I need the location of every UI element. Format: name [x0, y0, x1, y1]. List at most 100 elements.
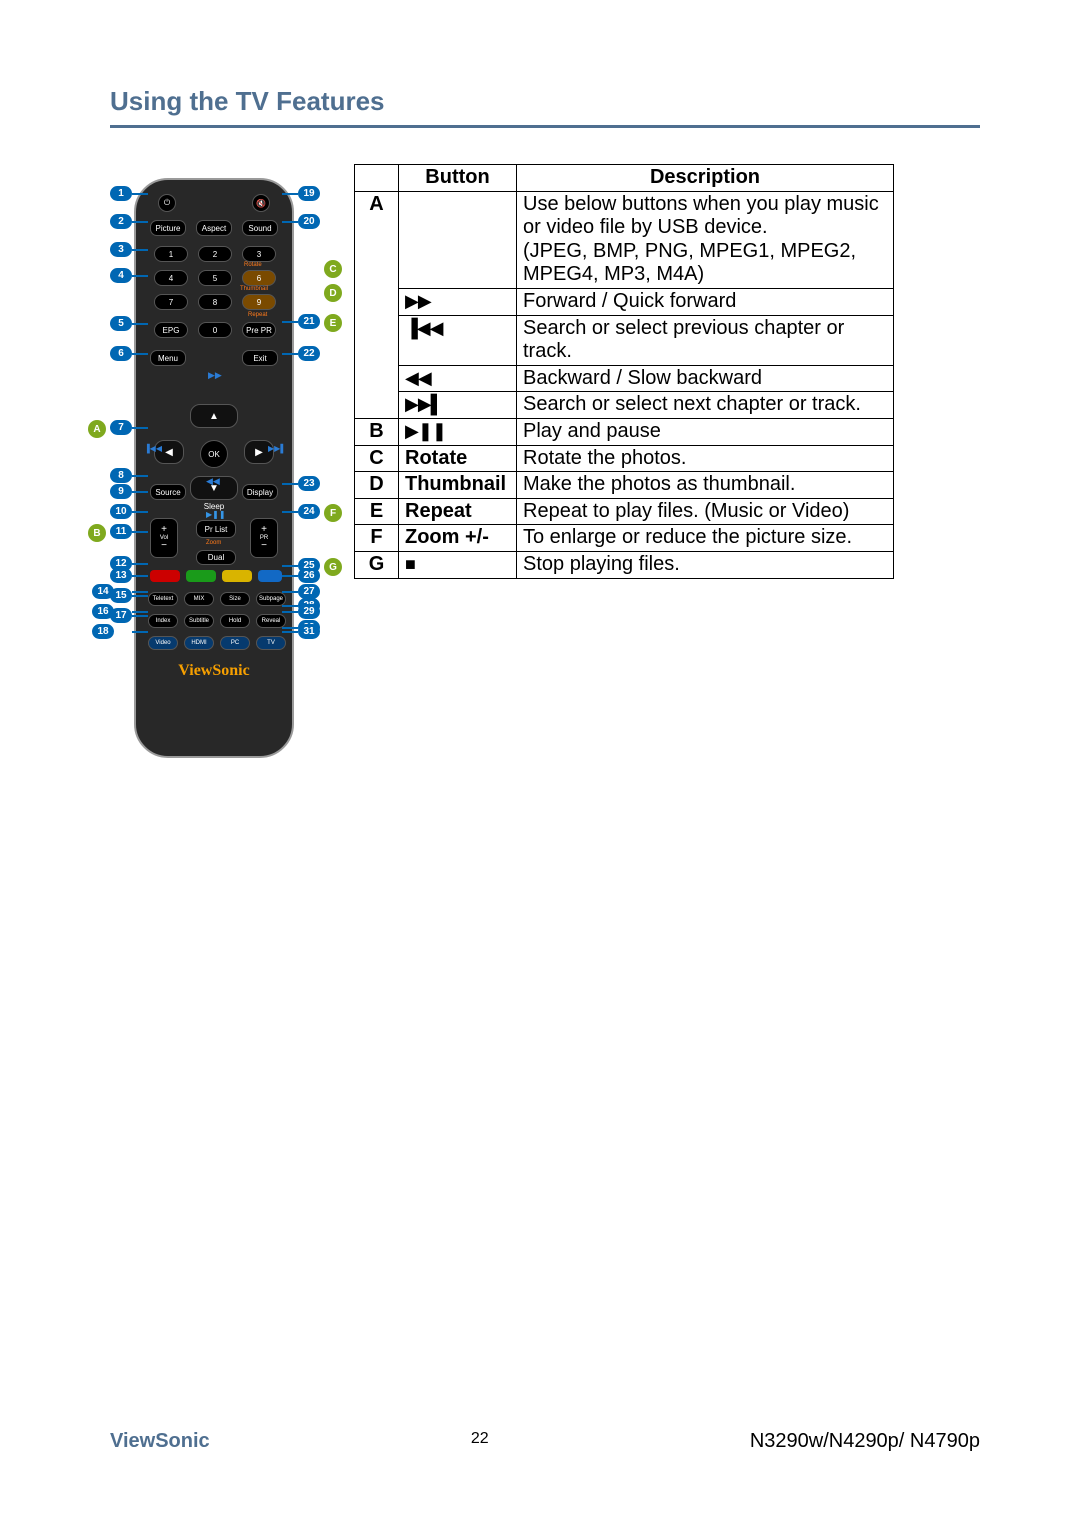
callout-4: 4 — [110, 268, 132, 283]
mute-icon: 🔇 — [252, 194, 270, 212]
rw-small-icon: ◀◀ — [206, 476, 220, 487]
index-button: Index — [148, 614, 178, 628]
source-button: Source — [150, 484, 186, 500]
table-row: DThumbnailMake the photos as thumbnail. — [355, 472, 894, 499]
footer-page: 22 — [471, 1430, 489, 1453]
callout-31: 31 — [298, 624, 320, 639]
hold-button: Hold — [220, 614, 250, 628]
page-footer: ViewSonic 22 N3290w/N4290p/ N4790p — [110, 1430, 980, 1453]
display-button: Display — [242, 484, 278, 500]
table-row: ▐◀◀Search or select previous chapter or … — [355, 315, 894, 365]
callout-lead — [282, 193, 298, 195]
table-body: A Use below buttons when you play music … — [355, 191, 894, 578]
callout-lead — [132, 193, 148, 195]
col-desc-header: Description — [517, 165, 894, 192]
key-6: 6 — [242, 270, 276, 286]
callout-lead — [132, 323, 148, 325]
aspect-button: Aspect — [196, 220, 232, 236]
callout-lead — [282, 605, 298, 607]
callout-letter-D: D — [324, 284, 342, 302]
sound-button: Sound — [242, 220, 278, 236]
callout-lead — [132, 353, 148, 355]
callout-lead — [132, 475, 148, 477]
red-key — [150, 570, 180, 582]
callout-3: 3 — [110, 242, 132, 257]
callout-lead — [282, 575, 298, 577]
ff-small-icon: ▶▶ — [208, 370, 222, 381]
callout-17: 17 — [110, 608, 132, 623]
key-0: 0 — [198, 322, 232, 338]
key-1: 1 — [154, 246, 188, 262]
callout-lead — [282, 627, 298, 629]
table-row: ▶▶▌Search or select next chapter or trac… — [355, 392, 894, 419]
yellow-key — [222, 570, 252, 582]
callout-24: 24 — [298, 504, 320, 519]
exit-button: Exit — [242, 350, 278, 366]
callout-9: 9 — [110, 484, 132, 499]
table-row: FZoom +/-To enlarge or reduce the pictur… — [355, 525, 894, 552]
rotate-label: Rotate — [244, 262, 262, 268]
callout-lead — [282, 483, 298, 485]
callout-lead — [282, 353, 298, 355]
blue-key — [258, 570, 282, 582]
picture-button: Picture — [150, 220, 186, 236]
callout-lead — [132, 631, 148, 633]
epg-button: EPG — [154, 322, 188, 338]
playpause-small-icon: ▶❚❚ — [206, 510, 226, 519]
footer-brand: ViewSonic — [110, 1430, 210, 1453]
callout-19: 19 — [298, 186, 320, 201]
callout-lead — [132, 427, 148, 429]
prepr-button: Pre PR — [242, 322, 276, 338]
subpage-button: Subpage — [256, 592, 286, 606]
table-row: A Use below buttons when you play music … — [355, 191, 894, 288]
callout-8: 8 — [110, 468, 132, 483]
mix-button: MIX — [184, 592, 214, 606]
page-heading: Using the TV Features — [110, 86, 980, 117]
video-button: Video — [148, 636, 178, 650]
callout-27: 27 — [298, 584, 320, 599]
pr-rocker: +PR− — [250, 518, 278, 558]
thumbnail-label: Thumbnail — [240, 286, 268, 292]
menu-button: Menu — [150, 350, 186, 366]
callout-letter-F: F — [324, 504, 342, 522]
table-row: ▶▶Forward / Quick forward — [355, 288, 894, 315]
col-id-header — [355, 165, 399, 192]
callout-23: 23 — [298, 476, 320, 491]
callout-2: 2 — [110, 214, 132, 229]
callout-lead — [282, 631, 298, 633]
callout-lead — [282, 565, 298, 567]
callout-18: 18 — [92, 624, 114, 639]
callout-7: 7 — [110, 420, 132, 435]
callout-lead — [132, 615, 148, 617]
callout-letter-A: A — [88, 420, 106, 438]
remote-figure: ⏻ 🔇 Picture Aspect Sound 1 2 3 4 5 6 Rot… — [110, 164, 320, 772]
callout-15: 15 — [110, 588, 132, 603]
callout-13: 13 — [110, 568, 132, 583]
page: Using the TV Features ⏻ 🔇 Picture Aspect… — [0, 0, 1080, 772]
two-column-layout: ⏻ 🔇 Picture Aspect Sound 1 2 3 4 5 6 Rot… — [110, 164, 980, 772]
callout-lead — [282, 511, 298, 513]
prev-small-icon: ▐◀◀ — [144, 444, 162, 453]
callout-lead — [132, 221, 148, 223]
key-2: 2 — [198, 246, 232, 262]
callout-lead — [132, 575, 148, 577]
callout-lead — [282, 321, 298, 323]
next-small-icon: ▶▶▌ — [268, 444, 286, 453]
callout-22: 22 — [298, 346, 320, 361]
hdmi-button: HDMI — [184, 636, 214, 650]
tv-button: TV — [256, 636, 286, 650]
callout-20: 20 — [298, 214, 320, 229]
zoom-label: Zoom — [206, 540, 221, 546]
ok-button: OK — [200, 440, 228, 468]
heading-rule — [110, 125, 980, 128]
callout-1: 1 — [110, 186, 132, 201]
table-row: B▶❚❚Play and pause — [355, 418, 894, 445]
callout-lead — [132, 595, 148, 597]
power-icon: ⏻ — [158, 194, 176, 212]
col-button-header: Button — [399, 165, 517, 192]
key-9: 9 — [242, 294, 276, 310]
callout-letter-C: C — [324, 260, 342, 278]
callout-lead — [132, 249, 148, 251]
repeat-label: Repeat — [248, 312, 267, 318]
table-row: G■Stop playing files. — [355, 551, 894, 578]
